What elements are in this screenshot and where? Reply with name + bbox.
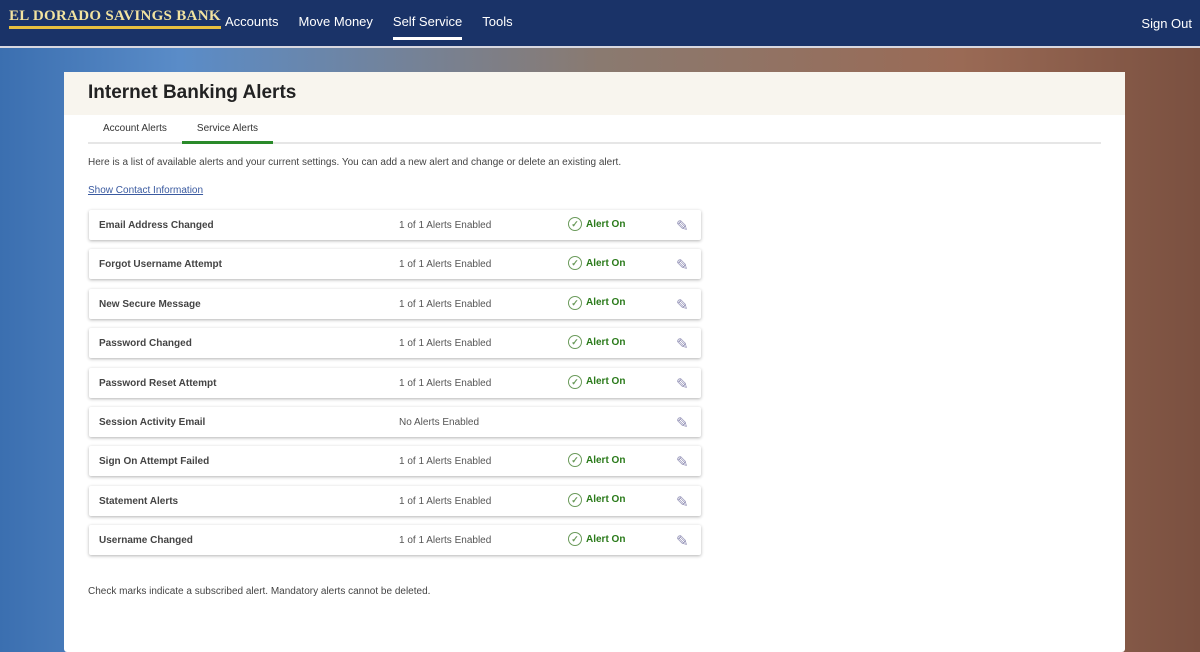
top-header: EL DORADO SAVINGS BANK Accounts Move Mon… [0,0,1200,48]
check-circle-icon: ✓ [568,374,582,389]
alert-status: ✓ Alert On [568,256,626,271]
alert-count: 1 of 1 Alerts Enabled [399,338,492,350]
tab-service-alerts[interactable]: Service Alerts [181,118,274,144]
alert-count: 1 of 1 Alerts Enabled [399,377,492,389]
description: Here is a list of available alerts and y… [88,157,622,168]
alert-name: Session Activity Email [99,416,206,428]
footer-note: Check marks indicate a subscribed alert.… [88,586,431,597]
alert-count: No Alerts Enabled [399,416,480,428]
alert-status: ✓ Alert On [568,217,625,231]
check-circle-icon: ✓ [568,295,582,310]
alert-name: Username Changed [99,535,193,547]
alert-count: 1 of 1 Alerts Enabled [399,456,492,468]
alert-name: Statement Alerts [99,495,179,507]
edit-icon[interactable]: ✎ [676,414,689,432]
nav-accounts[interactable]: Accounts [225,14,279,29]
alert-status: ✓ Alert On [568,492,626,507]
edit-icon[interactable]: ✎ [676,257,689,275]
edit-icon[interactable]: ✎ [676,218,689,235]
alert-name: Forgot Username Attempt [99,259,222,271]
check-circle-icon: ✓ [568,217,582,231]
alert-row: Statement Alerts 1 of 1 Alerts Enabled ✓… [89,486,701,516]
alert-row: Password Reset Attempt 1 of 1 Alerts Ena… [89,368,701,398]
alert-name: Password Reset Attempt [99,377,217,389]
alert-row: Email Address Changed 1 of 1 Alerts Enab… [89,210,701,240]
alert-row: New Secure Message 1 of 1 Alerts Enabled… [89,289,701,319]
alert-row: Username Changed 1 of 1 Alerts Enabled ✓… [89,525,701,555]
alert-status-text: Alert On [586,336,626,348]
tab-account-alerts[interactable]: Account Alerts [103,123,167,134]
alert-count: 1 of 1 Alerts Enabled [399,535,492,547]
check-circle-icon: ✓ [568,492,582,507]
alert-name: Sign On Attempt Failed [99,456,210,468]
alerts-list: Email Address Changed 1 of 1 Alerts Enab… [89,210,701,565]
nav-tools[interactable]: Tools [482,14,513,29]
edit-icon[interactable]: ✎ [676,533,689,551]
main-nav: Accounts Move Money Self Service Tools [225,14,513,40]
alert-status-text: Alert On [586,257,626,269]
alert-status-text: Alert On [586,533,626,545]
check-circle-icon: ✓ [568,532,582,547]
nav-self-service[interactable]: Self Service [392,14,463,40]
edit-icon[interactable]: ✎ [676,454,689,472]
alert-name: Password Changed [99,338,192,350]
edit-icon[interactable]: ✎ [676,296,689,314]
sign-out-link[interactable]: Sign Out [1141,16,1192,31]
edit-icon[interactable]: ✎ [676,493,689,511]
check-circle-icon: ✓ [568,256,582,271]
show-contact-link[interactable]: Show Contact Information [88,185,204,196]
page-title: Internet Banking Alerts [64,72,1125,115]
check-circle-icon: ✓ [568,453,582,468]
edit-icon[interactable]: ✎ [676,375,689,393]
alert-name: New Secure Message [99,298,201,310]
alert-status: ✓ Alert On [568,295,626,310]
alert-status-text: Alert On [586,494,626,506]
alert-status: ✓ Alert On [568,453,626,468]
alert-count: 1 of 1 Alerts Enabled [399,495,492,507]
alert-row: Session Activity Email No Alerts Enabled… [89,407,701,437]
alerts-card: Internet Banking Alerts Account Alerts S… [64,72,1125,652]
alert-count: 1 of 1 Alerts Enabled [399,298,492,310]
alert-row: Password Changed 1 of 1 Alerts Enabled ✓… [89,328,701,358]
alert-status-text: Alert On [586,376,626,388]
bank-logo[interactable]: EL DORADO SAVINGS BANK [9,8,221,29]
alert-count: 1 of 1 Alerts Enabled [399,259,492,271]
alert-status: ✓ Alert On [568,374,626,389]
alert-count: 1 of 1 Alerts Enabled [399,220,492,231]
nav-move-money[interactable]: Move Money [298,14,373,29]
alert-name: Email Address Changed [99,220,214,231]
alert-status-text: Alert On [586,218,626,230]
alert-row: Forgot Username Attempt 1 of 1 Alerts En… [89,249,701,279]
alert-status-text: Alert On [586,297,626,309]
alert-row: Sign On Attempt Failed 1 of 1 Alerts Ena… [89,446,701,476]
edit-icon[interactable]: ✎ [676,336,689,354]
alert-status-text: Alert On [586,454,626,466]
check-circle-icon: ✓ [568,335,582,350]
alert-status: ✓ Alert On [568,532,626,547]
alert-status: ✓ Alert On [568,335,626,350]
tabs: Account Alerts Service Alerts [88,118,1101,144]
